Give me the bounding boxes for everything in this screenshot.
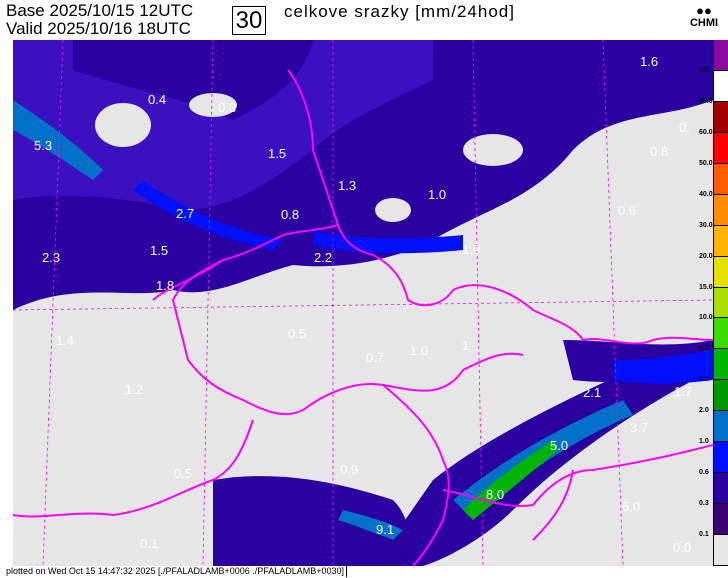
precip-value-label: 1.8 [156,278,174,293]
precipitation-areas [13,40,713,566]
legend-label: 60.0 [699,128,713,136]
grid-lines [13,40,713,566]
legend-label: 80.0 [699,97,713,105]
precip-value-label: 2.2 [314,250,332,265]
valid-time: Valid 2025/10/16 18UTC [6,20,191,38]
logo-text: CHMI [689,17,719,29]
valid-label: Valid [6,19,43,38]
legend-label: 100 [699,66,711,74]
legend-swatch [713,380,728,412]
legend-label: 40.0 [699,190,713,198]
precip-value-label: 0. [679,120,690,135]
precip-value-label: 1.9 [462,242,480,257]
precip-value-label: 0.9 [340,462,358,477]
precip-value-label: 0.5 [174,466,192,481]
legend-swatch [713,132,728,164]
legend-label: 6.0 [699,345,709,353]
legend-label: 30.0 [699,221,713,229]
base-time: Base 2025/10/15 12UTC [6,2,193,20]
precip-value-label: 0.8 [281,207,299,222]
precip-value-label: 1.5 [268,146,286,161]
valid-value: 2025/10/16 18UTC [47,19,191,38]
precip-value-label: 0.7 [366,350,384,365]
precip-value-label: 5.3 [34,138,52,153]
legend-swatch [713,411,728,443]
precip-value-label: 1.0 [428,187,446,202]
legend-swatch [713,256,728,288]
legend-swatch [713,504,728,535]
country-borders [13,69,713,566]
legend-label: 4.0 [699,376,709,384]
legend-label: 20.0 [699,252,713,260]
legend-label: 50.0 [699,159,713,167]
legend-label: 2.0 [699,407,709,415]
base-value: 2025/10/15 12UTC [49,1,194,20]
precip-value-label: 6.0 [622,499,640,514]
precip-value-label: 0.5 [288,326,306,341]
legend-label: 15.0 [699,283,713,291]
legend-swatch [713,442,728,474]
legend-swatch [713,40,728,71]
legend-swatch [713,349,728,381]
logo-mark-icon: ●● [696,3,712,18]
precip-value-label: 2.1 [583,385,601,400]
legend-label: 1.0 [699,438,709,446]
precip-value-label: 0.6 [618,203,636,218]
chmi-logo: ●● CHMI [686,4,722,30]
precip-value-label: 0.4 [148,92,166,107]
precip-value-label: 0.0 [673,540,691,555]
precip-value-label: 2.7 [176,206,194,221]
precip-value-label: 1.4 [56,333,74,348]
color-legend [713,40,728,566]
precip-value-label: 1.2 [125,382,143,397]
base-label: Base [6,1,45,20]
precip-value-label: 9.1 [376,522,394,537]
legend-swatch [713,101,728,133]
legend-swatch [713,535,728,566]
precip-value-label: 5.0 [550,438,568,453]
precip-value-label: 1.0 [410,343,428,358]
precip-value-label: 1.6 [640,54,658,69]
precip-value-label: 2.3 [42,250,60,265]
legend-swatch [713,194,728,226]
legend-label: 10.0 [699,314,713,322]
legend-label: 0.1 [699,531,709,539]
legend-label: 0.3 [699,500,709,508]
precip-value-label: 8.0 [486,487,504,502]
precipitation-map: 0.4 0.3 5.3 1.5 1.3 1.0 0.8 0.6 2.7 0.8 1.9 2.2 2.3 1… [13,40,713,566]
value-labels: 0.4 0.3 5.3 1.5 1.3 1.0 0.8 0.6 2.7 0.8 1.9 2.2 2.3 1… [34,54,692,555]
plot-footer: plotted on Wed Oct 15 14:47:32 2025 [./P… [6,566,348,577]
precip-value-label: 1.3 [338,178,356,193]
precip-value-label: 1.7 [674,384,692,399]
legend-swatch [713,287,728,319]
precip-value-label: 1.5 [150,243,168,258]
legend-swatch [713,225,728,257]
legend-swatch [713,163,728,195]
lead-hours: 30 [232,6,266,35]
precip-value-label: 0.1 [140,536,158,551]
legend-swatch [713,473,728,505]
precip-value-label: 0.3 [218,100,236,115]
map-title: celkove srazky [mm/24hod] [284,2,515,21]
legend-label: 0.6 [699,469,709,477]
precip-value-label: 0.8 [650,144,668,159]
legend-swatch [713,70,728,102]
legend-swatch [713,318,728,350]
precip-value-label: 1 [462,338,469,353]
precip-value-label: 3.7 [630,420,648,435]
